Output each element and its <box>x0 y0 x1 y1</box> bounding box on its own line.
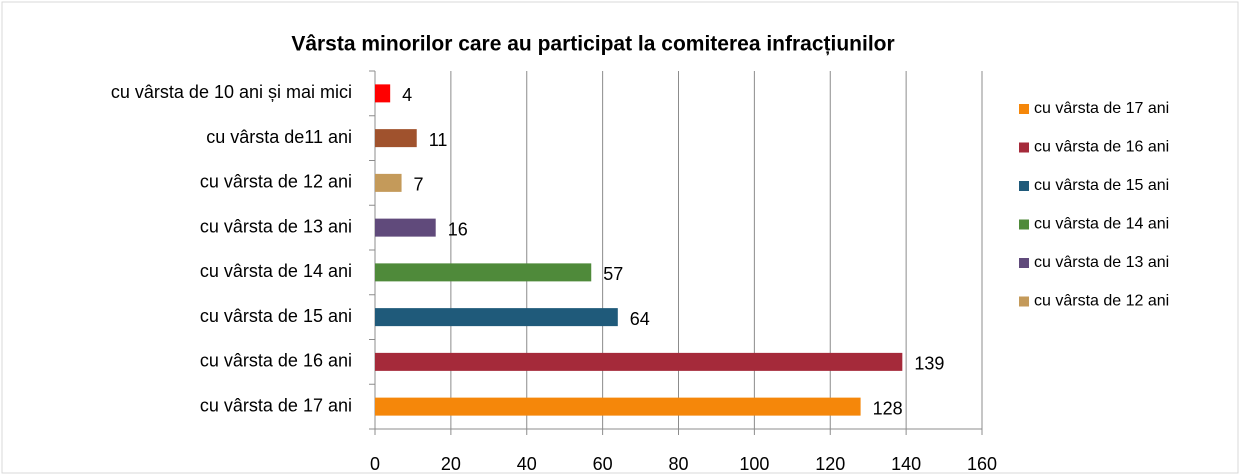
legend-label: cu vârsta de 12 ani <box>1034 293 1169 310</box>
x-tick-label: 140 <box>891 454 921 474</box>
x-tick-label: 160 <box>967 454 997 474</box>
legend-swatch <box>1019 181 1029 191</box>
legend-label: cu vârsta de 17 ani <box>1034 100 1169 117</box>
data-label: 11 <box>429 130 448 150</box>
legend-label: cu vârsta de 13 ani <box>1034 254 1169 271</box>
chart-title: Vârsta minorilor care au participat la c… <box>291 33 894 56</box>
legend-label: cu vârsta de 15 ani <box>1034 177 1169 194</box>
y-tick-label: cu vârsta de 17 ani <box>200 395 352 415</box>
y-tick-label: cu vârsta de 13 ani <box>200 216 352 236</box>
x-tick-label: 80 <box>668 454 688 474</box>
data-label: 64 <box>630 309 650 329</box>
data-label: 7 <box>414 175 424 195</box>
data-label: 139 <box>914 354 944 374</box>
bar <box>375 352 903 371</box>
bar <box>375 173 402 192</box>
legend-swatch <box>1019 219 1029 230</box>
legend-label: cu vârsta de 16 ani <box>1034 139 1169 156</box>
y-tick-label: cu vârsta de 15 ani <box>200 306 352 326</box>
legend-swatch <box>1019 258 1029 268</box>
legend-label: cu vârsta de 14 ani <box>1034 216 1169 233</box>
legend-swatch <box>1019 142 1029 153</box>
bar <box>375 263 592 282</box>
x-tick-label: 0 <box>370 454 380 474</box>
y-tick-label: cu vârsta de 14 ani <box>200 261 352 281</box>
x-tick-label: 40 <box>517 454 537 474</box>
x-tick-label: 20 <box>441 454 461 474</box>
x-tick-label: 60 <box>593 454 613 474</box>
y-tick-label: cu vârsta de 12 ani <box>200 172 352 192</box>
bar <box>375 218 436 237</box>
legend-swatch <box>1019 104 1029 114</box>
legend-swatch <box>1019 296 1029 307</box>
data-label: 4 <box>402 85 412 105</box>
bar <box>375 397 861 416</box>
data-label: 57 <box>603 264 623 284</box>
y-tick-label: cu vârsta de 10 ani și mai mici <box>111 82 352 102</box>
data-label: 16 <box>448 219 468 239</box>
data-label: 128 <box>873 398 903 418</box>
x-tick-label: 120 <box>815 454 845 474</box>
y-tick-label: cu vârsta de11 ani <box>206 127 352 147</box>
bar <box>375 84 391 103</box>
bar <box>375 308 618 327</box>
bar <box>375 129 417 148</box>
y-tick-label: cu vârsta de 16 ani <box>200 351 352 371</box>
x-tick-label: 100 <box>739 454 769 474</box>
